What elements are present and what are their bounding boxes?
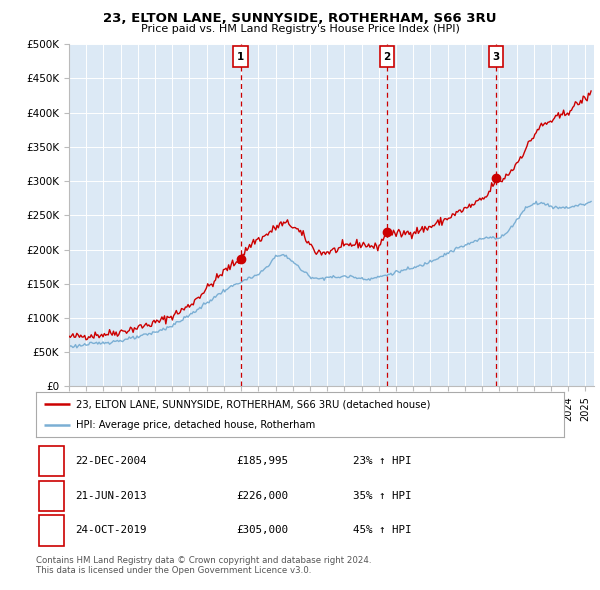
Text: Contains HM Land Registry data © Crown copyright and database right 2024.: Contains HM Land Registry data © Crown c… — [36, 556, 371, 565]
Text: 2: 2 — [47, 491, 55, 501]
Text: 24-OCT-2019: 24-OCT-2019 — [76, 526, 147, 536]
Text: This data is licensed under the Open Government Licence v3.0.: This data is licensed under the Open Gov… — [36, 566, 311, 575]
Text: 23, ELTON LANE, SUNNYSIDE, ROTHERHAM, S66 3RU: 23, ELTON LANE, SUNNYSIDE, ROTHERHAM, S6… — [103, 12, 497, 25]
Text: Price paid vs. HM Land Registry's House Price Index (HPI): Price paid vs. HM Land Registry's House … — [140, 24, 460, 34]
Text: 3: 3 — [493, 51, 500, 61]
FancyBboxPatch shape — [233, 46, 248, 67]
Text: 45% ↑ HPI: 45% ↑ HPI — [353, 526, 412, 536]
Text: 3: 3 — [47, 526, 55, 536]
Text: 23, ELTON LANE, SUNNYSIDE, ROTHERHAM, S66 3RU (detached house): 23, ELTON LANE, SUNNYSIDE, ROTHERHAM, S6… — [76, 399, 430, 409]
FancyBboxPatch shape — [38, 515, 64, 546]
FancyBboxPatch shape — [380, 46, 394, 67]
Text: HPI: Average price, detached house, Rotherham: HPI: Average price, detached house, Roth… — [76, 419, 315, 430]
Text: £226,000: £226,000 — [236, 491, 289, 501]
Text: 1: 1 — [47, 456, 55, 466]
Text: 35% ↑ HPI: 35% ↑ HPI — [353, 491, 412, 501]
Text: 21-JUN-2013: 21-JUN-2013 — [76, 491, 147, 501]
Text: £185,995: £185,995 — [236, 456, 289, 466]
Text: 22-DEC-2004: 22-DEC-2004 — [76, 456, 147, 466]
Text: 2: 2 — [383, 51, 391, 61]
FancyBboxPatch shape — [38, 481, 64, 511]
Text: £305,000: £305,000 — [236, 526, 289, 536]
FancyBboxPatch shape — [489, 46, 503, 67]
Text: 23% ↑ HPI: 23% ↑ HPI — [353, 456, 412, 466]
FancyBboxPatch shape — [38, 446, 64, 477]
Text: 1: 1 — [237, 51, 244, 61]
